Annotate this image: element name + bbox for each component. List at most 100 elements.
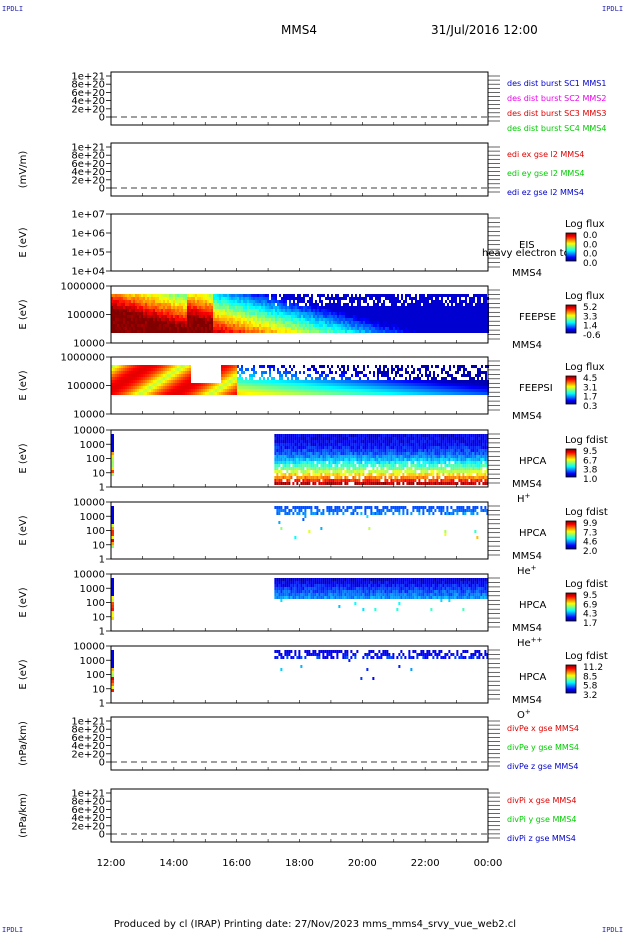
colorbar-tick: 0.0 [583, 250, 598, 260]
panel-4: 1000000 100000 10000 E (eV) FEEPSE MMS4 Log fl… [18, 282, 605, 352]
y-tick-label: 1e+04 [71, 267, 105, 278]
legend-entry: edi ex gse l2 MMS4 [507, 150, 584, 159]
colorbar [565, 375, 577, 405]
colorbar-tick: 1.4 [583, 322, 598, 332]
spectrogram-7 [111, 506, 489, 548]
x-tick-label: 18:00 [285, 858, 314, 869]
spacecraft-label: MMS4 [512, 551, 542, 562]
spacecraft-label: MMS4 [512, 411, 542, 422]
colorbar-tick: 5.2 [583, 303, 597, 313]
y-tick-label: 10 [92, 612, 105, 623]
colorbar-tick: 11.2 [583, 663, 603, 673]
panel-6: 10000 1000 100 10 1 E (eV) HPCA MMS4 H+ Log fdist… [18, 426, 608, 506]
y-tick-label: 4e+20 [71, 167, 105, 178]
legend-entry: des dist burst SC1 MMS1 [507, 79, 606, 88]
corner-label-right: IPDLI [602, 5, 624, 13]
instrument-label: EIS [519, 240, 535, 251]
instrument-label: HPCA [519, 528, 547, 539]
colorbar-tick: 6.9 [583, 600, 598, 610]
legend-entry: divPe y gse MMS4 [507, 743, 579, 752]
x-tick-label: 16:00 [222, 858, 251, 869]
species-label: O+ [517, 708, 531, 721]
colorbar [565, 592, 577, 622]
y-tick-label: 100 [86, 526, 105, 537]
legend-entry: divPi y gse MMS4 [507, 815, 576, 824]
y-tick-label: 2e+20 [71, 821, 105, 832]
y-tick-label: 2e+20 [71, 104, 105, 115]
y-tick-label: 10000 [73, 642, 105, 653]
y-tick-label: 1000 [80, 584, 105, 595]
spectrogram-9 [111, 650, 489, 692]
x-tick-label: 20:00 [348, 858, 377, 869]
legend-entry: des dist burst SC3 MMS3 [507, 109, 606, 118]
y-tick-label: 8e+20 [71, 151, 105, 162]
spectrogram-4 [111, 294, 489, 333]
y-tick-label: 2e+20 [71, 175, 105, 186]
panel-8: 10000 1000 100 10 1 E (eV) HPCA MMS4 He++ Log fdi… [18, 570, 608, 650]
colorbar [565, 448, 577, 478]
y-tick-label: 6e+20 [71, 805, 105, 816]
species-label: H+ [517, 492, 531, 505]
y-tick-label: 100 [86, 598, 105, 609]
y-tick-label: 1e+21 [71, 143, 105, 154]
spacecraft-label: MMS4 [512, 268, 542, 279]
y-axis-label: E (eV) [18, 227, 29, 257]
spacecraft-label: MMS4 [512, 695, 542, 706]
colorbar-tick: 9.9 [583, 519, 598, 529]
y-axis-label: E (eV) [18, 659, 29, 689]
corner-label-bottom-right: IPDLI [602, 926, 624, 934]
y-tick-label: 1000000 [60, 353, 105, 364]
x-tick-label: 12:00 [97, 858, 126, 869]
y-tick-label: 1000 [80, 440, 105, 451]
y-tick-label: 4e+20 [71, 96, 105, 107]
corner-label-left: IPDLI [2, 5, 24, 13]
y-tick-label: 100000 [67, 310, 105, 321]
y-tick-label: 1000 [80, 512, 105, 523]
spacecraft-title: MMS4 [281, 23, 317, 37]
panel-frame [110, 213, 489, 272]
colorbar [565, 664, 577, 694]
colorbar-tick: 0.0 [583, 259, 598, 269]
colorbar-tick: 9.5 [583, 447, 597, 457]
instrument-label: HPCA [519, 672, 547, 683]
colorbar-tick: 1.7 [583, 393, 597, 403]
y-tick-label: 8e+20 [71, 725, 105, 736]
colorbar-title: Log flux [565, 362, 605, 373]
spectrogram-5 [111, 365, 489, 395]
x-tick-label: 22:00 [411, 858, 440, 869]
instrument-label: HPCA [519, 600, 547, 611]
y-axis-label: E (eV) [18, 443, 29, 473]
y-tick-label: 1e+05 [71, 248, 105, 259]
y-tick-label: 0 [99, 184, 105, 195]
colorbar-title: Log flux [565, 219, 605, 230]
colorbar-title: Log fdist [565, 651, 608, 662]
y-tick-label: 8e+20 [71, 797, 105, 808]
spacecraft-label: MMS4 [512, 340, 542, 351]
y-axis-label: (nPa/km) [18, 793, 29, 838]
panel-5: 1000000 100000 10000 E (eV) FEEPSI MMS4 Log fl… [18, 353, 605, 423]
colorbar-tick: 3.1 [583, 383, 597, 393]
y-tick-label: 2e+20 [71, 749, 105, 760]
y-tick-label: 4e+20 [71, 813, 105, 824]
y-tick-label: 0 [99, 758, 105, 769]
colorbar-tick: 4.6 [583, 538, 598, 548]
species-label: He++ [517, 636, 543, 649]
colorbar-tick: 3.3 [583, 312, 597, 322]
y-tick-label: 0 [99, 113, 105, 124]
y-axis-label: (mV/m) [18, 151, 29, 189]
instrument-label: HPCA [519, 456, 547, 467]
colorbar-tick: 3.2 [583, 691, 597, 701]
species-label: He+ [517, 564, 537, 577]
y-tick-label: 1e+21 [71, 717, 105, 728]
colorbar-title: Log fdist [565, 507, 608, 518]
instrument-label-2: heavy electron tof [482, 248, 574, 259]
legend-entry: divPi x gse MMS4 [507, 796, 576, 805]
y-tick-label: 10000 [73, 410, 105, 421]
y-axis-label: E (eV) [18, 515, 29, 545]
